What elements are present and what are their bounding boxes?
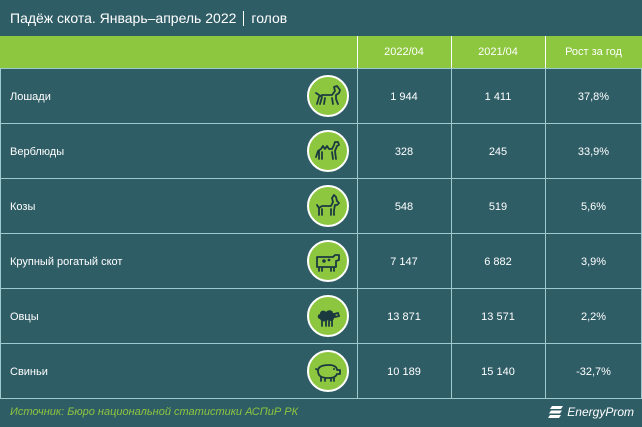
- goat-icon: [307, 185, 349, 227]
- brand-mark-icon: [548, 406, 564, 418]
- title-separator: [243, 10, 245, 26]
- title-bar: Падёж скота. Январь–апрель 2022 голов: [0, 0, 642, 36]
- value-2022: 10 189: [387, 365, 421, 378]
- header-divider: [545, 36, 546, 68]
- grid-line: [357, 68, 358, 399]
- row-label: Верблюды: [10, 145, 65, 158]
- header-divider: [357, 36, 358, 68]
- grid-line: [451, 68, 452, 399]
- value-2022: 328: [394, 145, 414, 158]
- brand-name: EnergyProm: [567, 405, 634, 419]
- column-header-2021: 2021/04: [478, 46, 518, 58]
- value-growth: -32,7%: [576, 365, 611, 378]
- camel-icon: [307, 130, 349, 172]
- value-2021: 13 571: [481, 310, 515, 323]
- row-label: Свиньи: [10, 365, 48, 378]
- value-growth: 3,9%: [580, 255, 607, 268]
- table-row: Овцы 13 871 13 571 2,2%: [0, 288, 642, 344]
- footer: Источник: Бюро национальной статистики А…: [0, 399, 642, 427]
- value-growth: 33,9%: [577, 145, 610, 158]
- table-row: Крупный рогатый скот 7 147 6 882 3,9%: [0, 233, 642, 289]
- row-label: Крупный рогатый скот: [10, 255, 123, 268]
- chart-unit: голов: [251, 10, 288, 26]
- table-row: Лошади 1 944 1 411 37,8%: [0, 68, 642, 124]
- value-growth: 37,8%: [577, 90, 610, 103]
- value-2022: 13 871: [387, 310, 421, 323]
- horse-icon: [307, 75, 349, 117]
- grid-line: [545, 68, 546, 399]
- header-divider: [451, 36, 452, 68]
- brand-logo: EnergyProm: [548, 405, 634, 419]
- value-growth: 5,6%: [580, 200, 607, 213]
- source-note: Источник: Бюро национальной статистики А…: [10, 406, 299, 418]
- table-row: Свиньи 10 189 15 140 -32,7%: [0, 343, 642, 399]
- row-label: Козы: [10, 200, 36, 213]
- cow-icon: [307, 240, 349, 282]
- grid-line: [0, 398, 642, 399]
- value-2021: 519: [488, 200, 508, 213]
- value-growth: 2,2%: [580, 310, 607, 323]
- value-2022: 7 147: [390, 255, 418, 268]
- sheep-icon: [307, 295, 349, 337]
- value-2021: 1 411: [484, 90, 512, 103]
- chart-title: Падёж скота. Январь–апрель 2022: [10, 10, 237, 26]
- table-row: Козы 548 519 5,6%: [0, 178, 642, 234]
- value-2022: 548: [394, 200, 414, 213]
- table-header: 2022/04 2021/04 Рост за год: [0, 36, 642, 68]
- grid-line: [0, 68, 1, 399]
- row-label: Овцы: [10, 310, 39, 323]
- pig-icon: [307, 350, 349, 392]
- value-2021: 6 882: [484, 255, 512, 268]
- value-2021: 245: [488, 145, 508, 158]
- column-header-2022: 2022/04: [384, 46, 424, 58]
- value-2022: 1 944: [390, 90, 418, 103]
- column-header-growth: Рост за год: [565, 46, 622, 58]
- value-2021: 15 140: [481, 365, 515, 378]
- table-row: Верблюды 328 245 33,9%: [0, 123, 642, 179]
- row-label: Лошади: [10, 90, 51, 103]
